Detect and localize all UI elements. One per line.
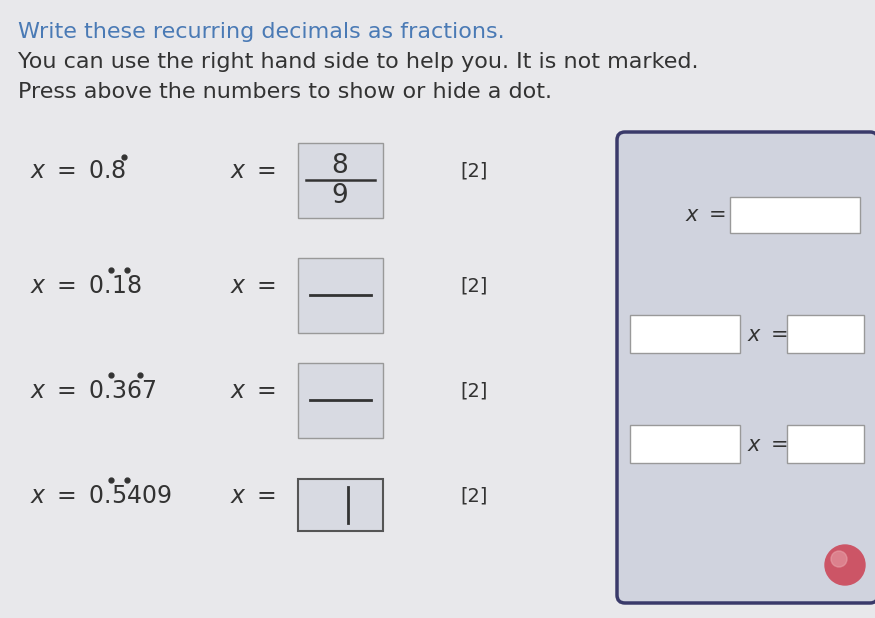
Bar <box>298 479 382 531</box>
Text: Write these recurring decimals as fractions.: Write these recurring decimals as fracti… <box>18 22 505 42</box>
Circle shape <box>825 545 865 585</box>
Text: $x\ =\ 0.8$: $x\ =\ 0.8$ <box>30 159 126 183</box>
Text: $x\ =$: $x\ =$ <box>747 325 788 345</box>
Text: [2]: [2] <box>460 486 487 506</box>
Bar <box>787 315 864 353</box>
Circle shape <box>831 551 847 567</box>
Text: $x\ =\ 0.5409$: $x\ =\ 0.5409$ <box>30 484 172 508</box>
Text: $x\ =\ 0.18$: $x\ =\ 0.18$ <box>30 274 142 298</box>
Bar <box>298 143 382 218</box>
Bar <box>730 197 860 233</box>
Text: $x\ =$: $x\ =$ <box>747 435 788 455</box>
Text: You can use the right hand side to help you. It is not marked.: You can use the right hand side to help … <box>18 52 698 72</box>
Text: [2]: [2] <box>460 381 487 400</box>
Text: 8: 8 <box>332 153 348 179</box>
Text: [2]: [2] <box>460 161 487 180</box>
Text: $x\ =$: $x\ =$ <box>230 159 276 183</box>
FancyBboxPatch shape <box>617 132 875 603</box>
Bar <box>298 258 382 332</box>
Text: [2]: [2] <box>460 276 487 295</box>
Bar <box>630 315 740 353</box>
Text: 9: 9 <box>332 183 348 209</box>
Text: Press above the numbers to show or hide a dot.: Press above the numbers to show or hide … <box>18 82 552 102</box>
Bar <box>787 425 864 463</box>
Text: $x\ =\ 0.367$: $x\ =\ 0.367$ <box>30 379 157 403</box>
Text: $x\ =$: $x\ =$ <box>230 274 276 298</box>
Text: $x\ =$: $x\ =$ <box>230 484 276 508</box>
Text: $x\ =$: $x\ =$ <box>685 205 726 225</box>
Text: $x\ =$: $x\ =$ <box>230 379 276 403</box>
Bar <box>298 363 382 438</box>
Bar <box>630 425 740 463</box>
